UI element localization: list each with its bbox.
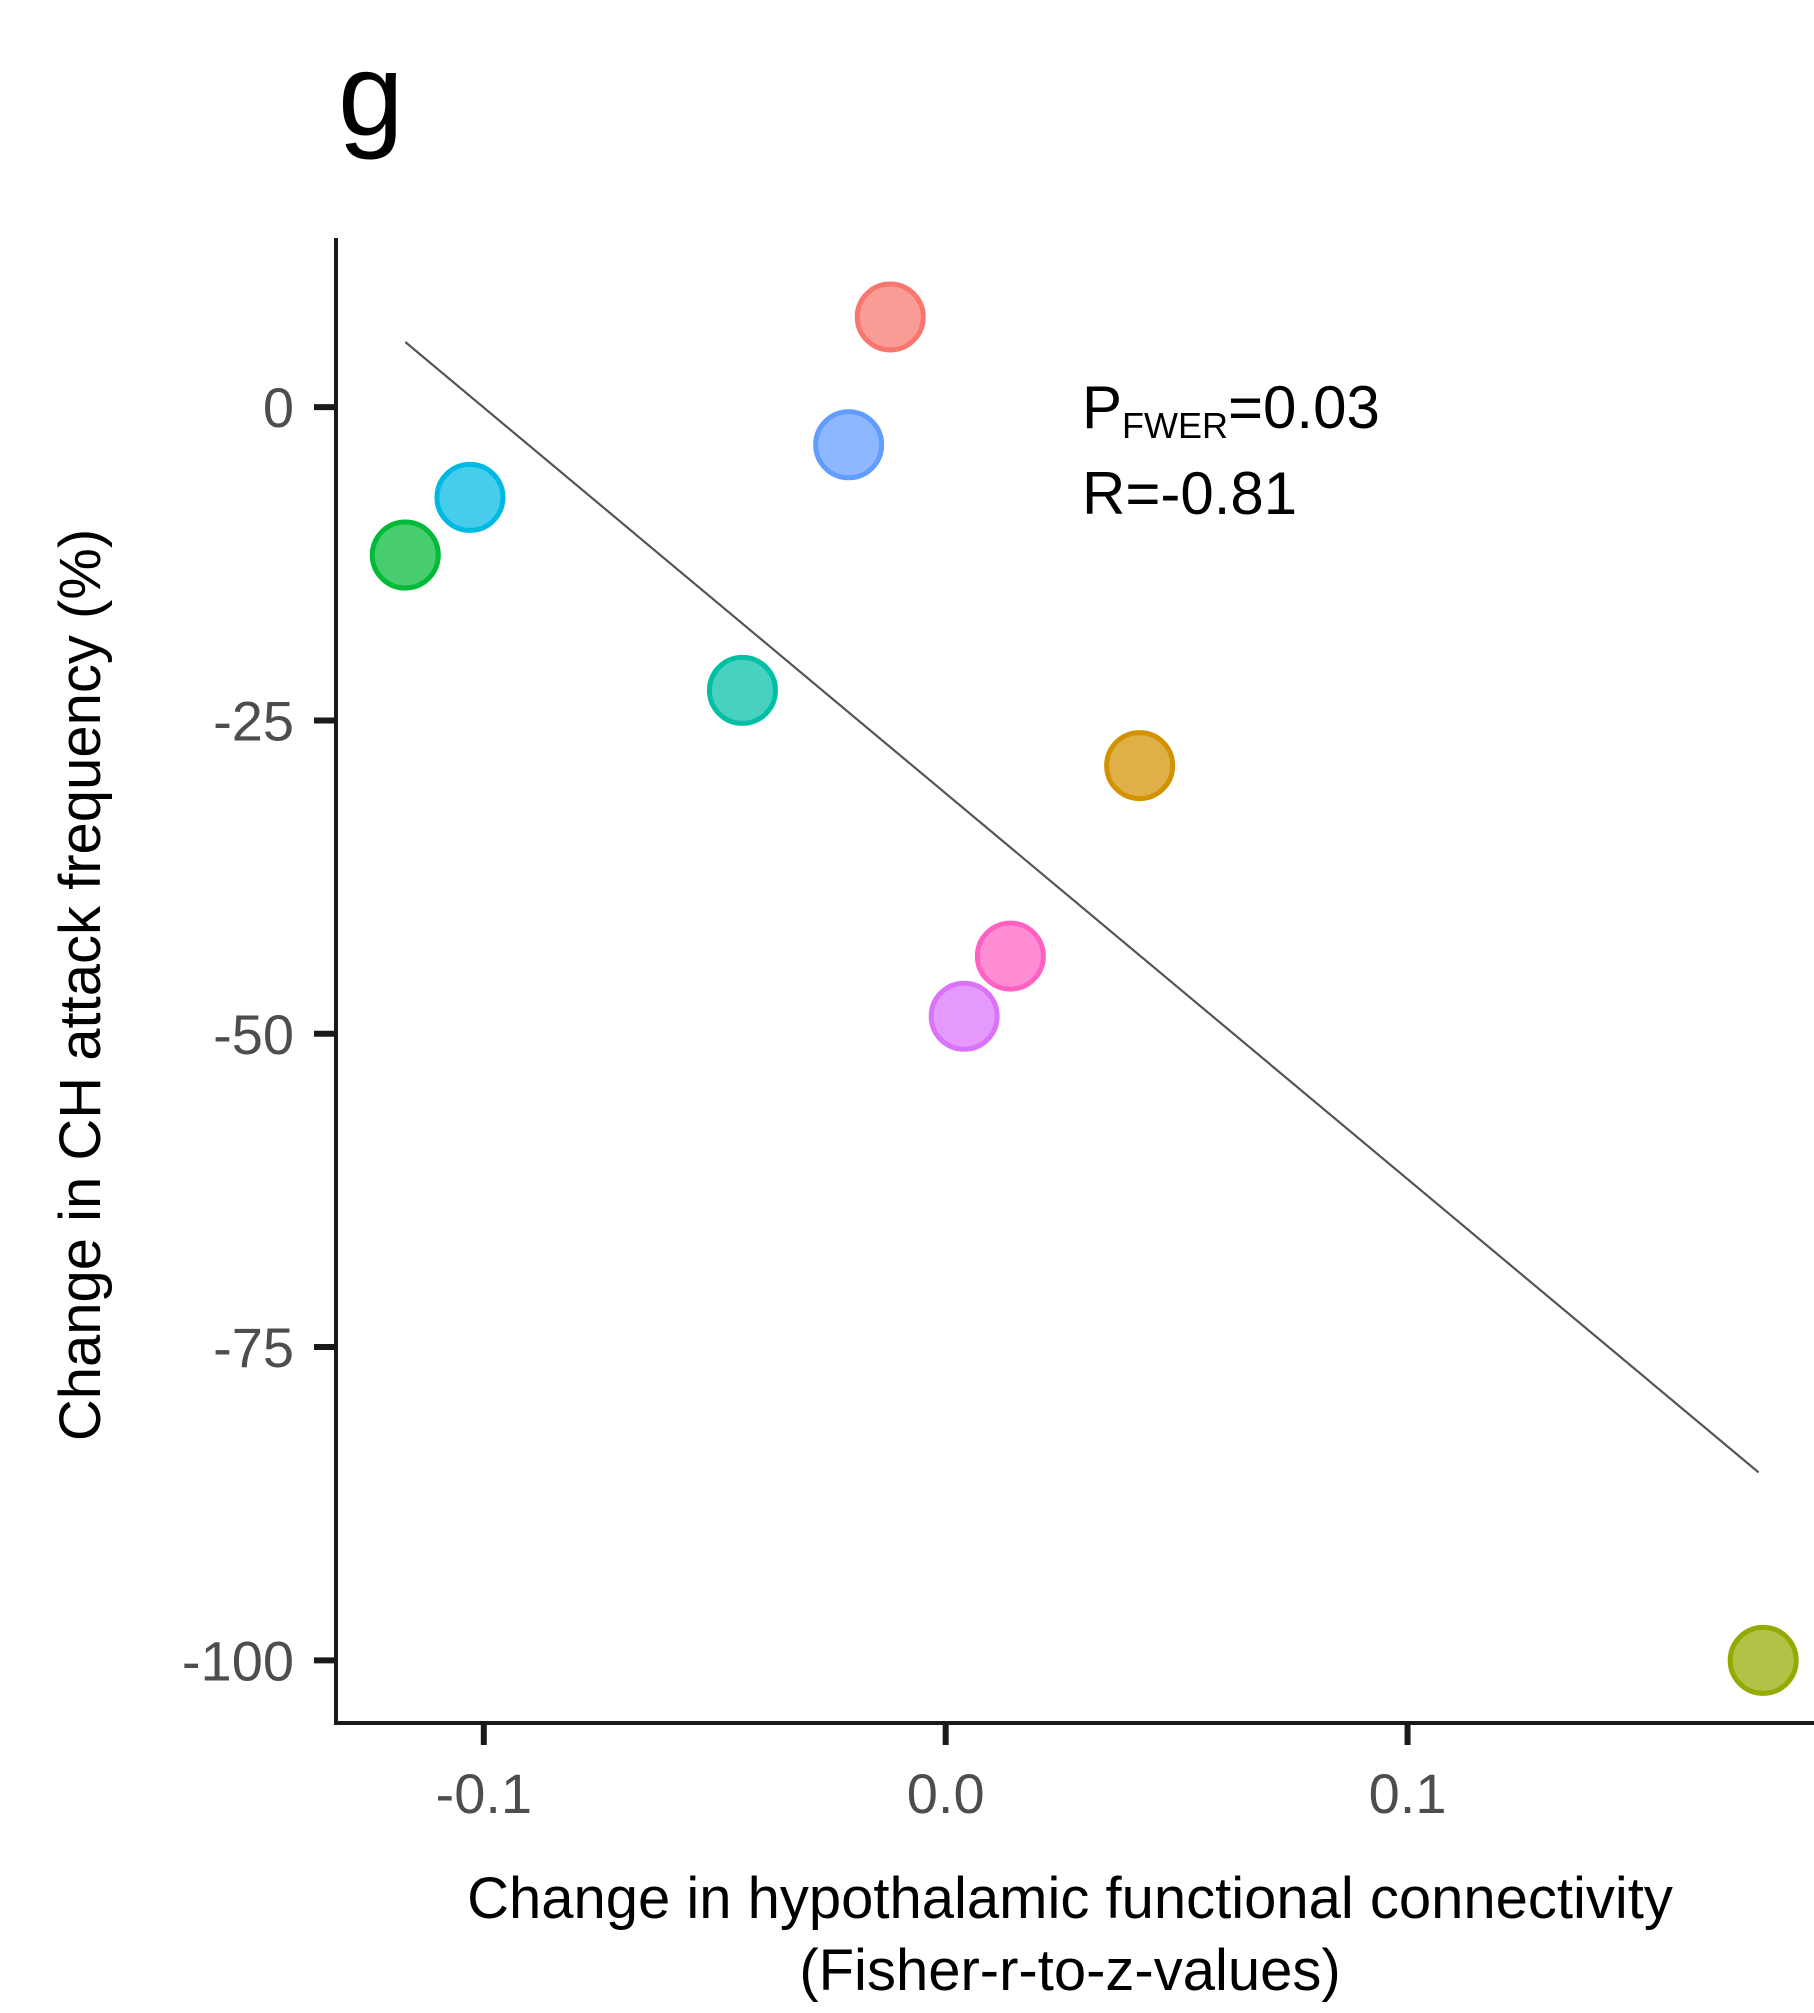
p-main: P xyxy=(1082,374,1122,441)
data-point xyxy=(974,920,1046,992)
x-tick-label: -0.1 xyxy=(436,1762,533,1825)
x-tick-label: 0.1 xyxy=(1369,1762,1447,1825)
y-tick-label: -100 xyxy=(182,1629,294,1692)
r-value-annotation: R=-0.81 xyxy=(1082,460,1297,527)
data-point xyxy=(1727,1624,1799,1696)
regression-line xyxy=(404,341,1760,1474)
data-point xyxy=(854,281,926,353)
data-point xyxy=(928,980,1000,1052)
x-axis-title-line2: (Fisher-r-to-z-values) xyxy=(799,1938,1340,2003)
data-point xyxy=(813,409,885,481)
panel-label: g xyxy=(338,29,404,161)
y-tick-label: -50 xyxy=(213,1003,294,1066)
x-ticks: -0.1 0.0 0.1 xyxy=(436,1723,1447,1825)
x-tick-label: 0.0 xyxy=(907,1762,985,1825)
p-value-annotation: PFWER=0.03 xyxy=(1082,374,1380,446)
data-point xyxy=(1104,730,1176,802)
y-axis-title: Change in CH attack frequency (%) xyxy=(48,529,113,1441)
y-tick-label: -75 xyxy=(213,1316,294,1379)
data-point xyxy=(369,519,441,591)
p-value: =0.03 xyxy=(1228,374,1380,441)
x-axis-title-line1: Change in hypothalamic functional connec… xyxy=(467,1866,1673,1931)
y-tick-label: -25 xyxy=(213,689,294,752)
data-point xyxy=(434,461,506,533)
p-subscript: FWER xyxy=(1122,405,1228,446)
y-ticks: 0 -25 -50 -75 -100 xyxy=(182,376,336,1692)
y-tick-label: 0 xyxy=(263,376,294,439)
data-points xyxy=(369,281,1799,1696)
data-point xyxy=(706,654,778,726)
